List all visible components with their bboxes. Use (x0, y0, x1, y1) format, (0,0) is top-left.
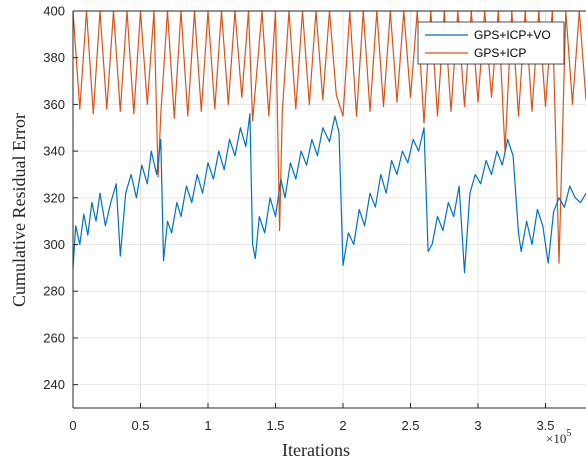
y-tick-label: 320 (43, 190, 65, 205)
plot-area (73, 11, 586, 408)
x-axis-title: Iterations (282, 440, 350, 460)
legend-label-gps-icp-vo: GPS+ICP+VO (474, 28, 551, 42)
series-line-gps-icp-vo (72, 113, 586, 274)
legend-box (417, 21, 565, 65)
x-axis-multiplier: ×105 (546, 428, 571, 446)
y-tick-label: 240 (43, 377, 65, 392)
legend-label-gps-icp: GPS+ICP (474, 46, 526, 60)
y-tick-label: 260 (43, 330, 65, 345)
legend: GPS+ICP+VO GPS+ICP (417, 21, 565, 65)
y-axis-title: Cumulative Residual Error (9, 113, 29, 307)
y-tick-label: 400 (43, 4, 65, 19)
x-tick-label: 0 (69, 418, 76, 433)
x-tick-label: 1.5 (266, 418, 284, 433)
x-tick-label: 3.5 (536, 418, 554, 433)
y-tick-label: 380 (43, 50, 65, 65)
grid (72, 10, 586, 408)
ticks: 0 0.5 1 1.5 2 2.5 3 3.5 240 260 280 300 320 340 360 380… (43, 4, 554, 434)
x-tick-label: 1 (204, 418, 211, 433)
y-tick-label: 300 (43, 237, 65, 252)
x-tick-label: 2 (339, 418, 346, 433)
x-tick-label: 0.5 (131, 418, 149, 433)
axes (72, 10, 586, 409)
y-tick-label: 280 (43, 284, 65, 299)
y-tick-label: 340 (43, 144, 65, 159)
x-axis-multiplier-exponent: 5 (566, 428, 571, 439)
y-tick-label: 360 (43, 97, 65, 112)
x-tick-label: 2.5 (401, 418, 419, 433)
x-axis-multiplier-base: ×10 (546, 431, 566, 446)
x-tick-label: 3 (474, 418, 481, 433)
